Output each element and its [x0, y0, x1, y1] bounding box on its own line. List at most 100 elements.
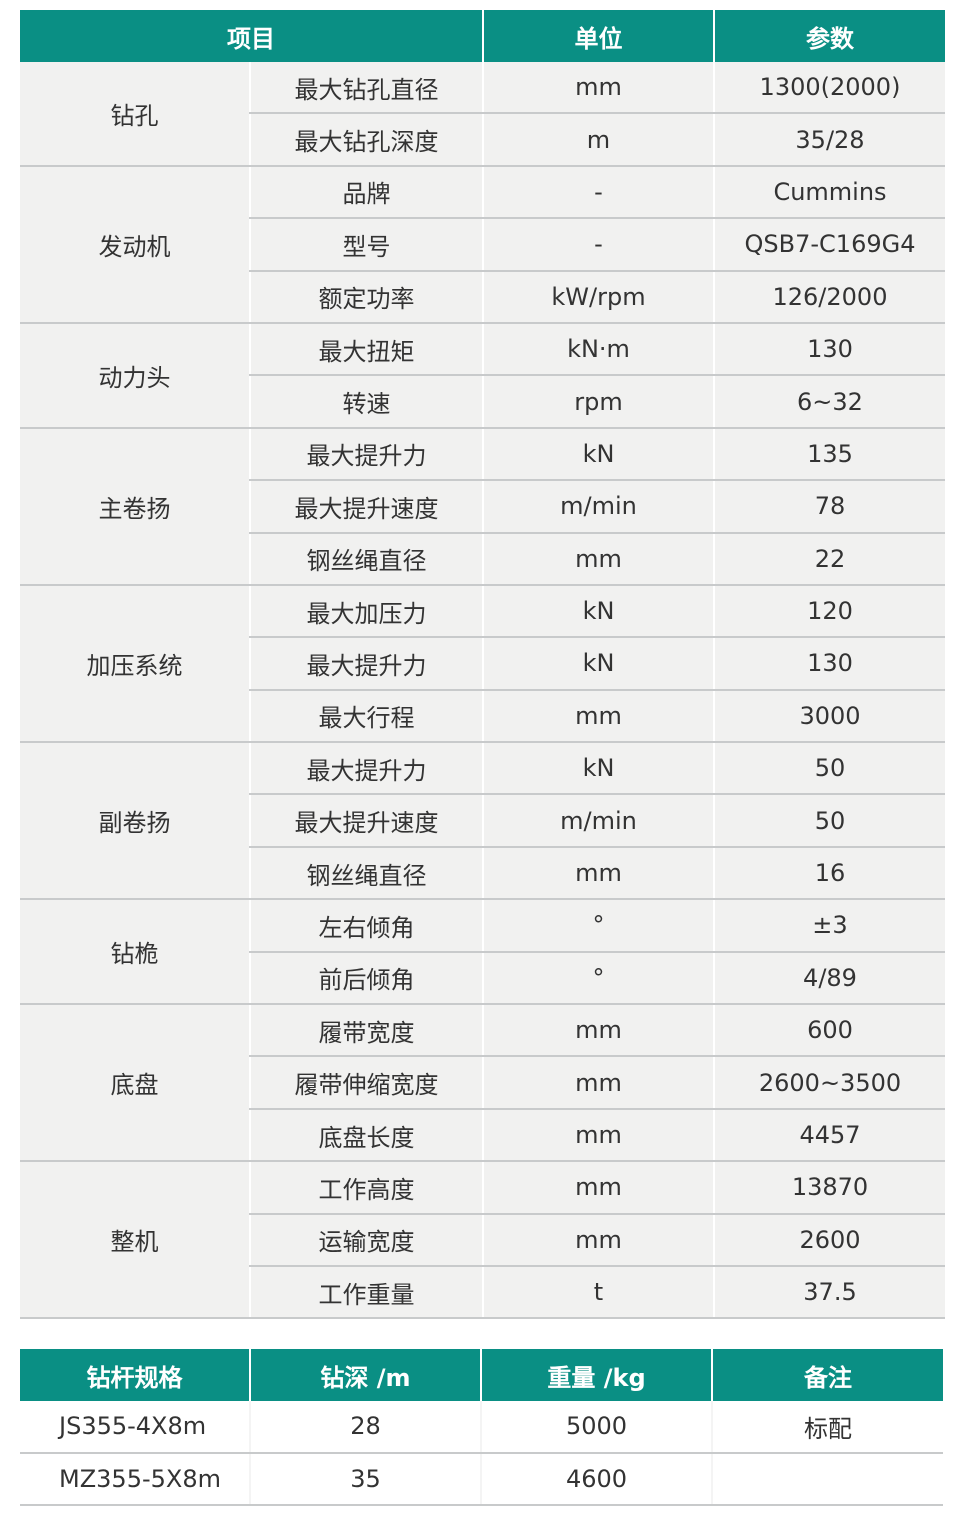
- param-name: 底盘长度: [249, 1108, 483, 1163]
- param-name: 前后倾角: [249, 951, 483, 1006]
- rod-remark: 标配: [711, 1401, 943, 1454]
- param-unit: kW/rpm: [482, 270, 714, 324]
- table-row: 转速 rpm 6~32: [20, 375, 945, 429]
- param-value: 50: [713, 794, 945, 848]
- param-name: 履带伸缩宽度: [249, 1056, 483, 1110]
- param-unit: rpm: [482, 375, 714, 429]
- spec-table: 项目 单位 参数 钻孔 最大钻孔直径 mm 1300(2000) 最大钻孔深度 m 35/2…: [20, 10, 945, 1320]
- param-name: 钢丝绳直径: [249, 846, 483, 901]
- param-value: 126/2000: [713, 270, 945, 324]
- table-row: 最大提升速度 m/min 78: [20, 480, 945, 534]
- group-name: 主卷扬: [20, 427, 250, 586]
- param-name: 最大提升速度: [249, 480, 483, 534]
- table-row: MZ355-5X8m 35 4600: [20, 1452, 943, 1506]
- rod-depth: 28: [249, 1401, 481, 1454]
- param-unit: °: [482, 951, 714, 1006]
- header-value: 参数: [713, 10, 945, 62]
- param-value: 135: [713, 427, 945, 482]
- header-weight: 重量 /kg: [480, 1349, 712, 1401]
- param-name: 最大加压力: [249, 584, 483, 639]
- table-row: 钻孔 最大钻孔直径 mm 1300(2000): [20, 62, 945, 167]
- param-value: 4/89: [713, 951, 945, 1006]
- param-value: 37.5: [713, 1265, 945, 1320]
- param-name: 最大扭矩: [249, 322, 483, 377]
- param-unit: m/min: [482, 480, 714, 534]
- param-value: 130: [713, 637, 945, 691]
- table-row: 钢丝绳直径 mm 16: [20, 846, 945, 901]
- header-remark: 备注: [711, 1349, 943, 1401]
- table-row: 主卷扬 最大提升力 kN 135: [20, 427, 945, 586]
- table-row: 钻桅 左右倾角 ° ±3: [20, 899, 945, 1006]
- param-value: 22: [713, 532, 945, 586]
- group-name: 副卷扬: [20, 742, 250, 901]
- group-name: 底盘: [20, 1004, 250, 1163]
- rod-spec: JS355-4X8m: [20, 1401, 250, 1454]
- param-value: 130: [713, 322, 945, 377]
- param-name: 左右倾角: [249, 899, 483, 953]
- param-name: 最大提升力: [249, 637, 483, 691]
- group-name: 整机: [20, 1161, 250, 1320]
- param-value: 6~32: [713, 375, 945, 429]
- rod-spec: MZ355-5X8m: [20, 1452, 250, 1506]
- table-row: 底盘长度 mm 4457: [20, 1108, 945, 1163]
- param-unit: mm: [482, 1108, 714, 1163]
- rod-depth: 35: [249, 1452, 481, 1506]
- param-name: 转速: [249, 375, 483, 429]
- param-unit: mm: [482, 1213, 714, 1267]
- param-name: 钢丝绳直径: [249, 532, 483, 586]
- param-name: 最大钻孔直径: [249, 62, 483, 115]
- param-unit: kN: [482, 742, 714, 796]
- param-value: 4457: [713, 1108, 945, 1163]
- header-rod-spec: 钻杆规格: [20, 1349, 250, 1401]
- param-value: 2600: [713, 1213, 945, 1267]
- header-item: 项目: [20, 10, 483, 62]
- param-unit: mm: [482, 532, 714, 586]
- param-unit: kN: [482, 637, 714, 691]
- param-unit: mm: [482, 689, 714, 744]
- param-unit: -: [482, 165, 714, 220]
- spec-header-row: 项目 单位 参数: [20, 10, 945, 62]
- table-row: 底盘 履带宽度 mm 600: [20, 1004, 945, 1163]
- param-name: 最大行程: [249, 689, 483, 744]
- table-row: 加压系统 最大加压力 kN 120: [20, 584, 945, 744]
- param-unit: kN: [482, 427, 714, 482]
- param-value: 3000: [713, 689, 945, 744]
- param-name: 额定功率: [249, 270, 483, 324]
- table-row: 副卷扬 最大提升力 kN 50: [20, 742, 945, 901]
- param-name: 最大钻孔深度: [249, 113, 483, 167]
- table-row: 履带伸缩宽度 mm 2600~3500: [20, 1056, 945, 1110]
- param-value: 600: [713, 1004, 945, 1058]
- param-unit: mm: [482, 1056, 714, 1110]
- table-row: 额定功率 kW/rpm 126/2000: [20, 270, 945, 324]
- param-name: 履带宽度: [249, 1004, 483, 1058]
- group-name: 加压系统: [20, 584, 250, 744]
- header-unit: 单位: [482, 10, 714, 62]
- table-row: 工作重量 t 37.5: [20, 1265, 945, 1320]
- param-value: 50: [713, 742, 945, 796]
- drill-rod-table: 钻杆规格 钻深 /m 重量 /kg 备注 JS355-4X8m 28 5000 标配 M…: [20, 1349, 943, 1506]
- param-value: ±3: [713, 899, 945, 953]
- param-unit: m/min: [482, 794, 714, 848]
- param-value: 120: [713, 584, 945, 639]
- param-name: 型号: [249, 218, 483, 272]
- table-row: 动力头 最大扭矩 kN·m 130: [20, 322, 945, 429]
- param-value: 13870: [713, 1161, 945, 1215]
- param-value: Cummins: [713, 165, 945, 220]
- table-row: 型号 - QSB7-C169G4: [20, 218, 945, 272]
- param-unit: kN·m: [482, 322, 714, 377]
- param-name: 最大提升力: [249, 742, 483, 796]
- table-row: 前后倾角 ° 4/89: [20, 951, 945, 1006]
- param-name: 最大提升力: [249, 427, 483, 482]
- param-unit: m: [482, 113, 714, 167]
- param-name: 工作重量: [249, 1265, 483, 1320]
- param-value: 1300(2000): [713, 62, 945, 115]
- group-name: 发动机: [20, 165, 250, 324]
- rod-remark: [711, 1452, 943, 1506]
- param-name: 品牌: [249, 165, 483, 220]
- table-row: 整机 工作高度 mm 13870: [20, 1161, 945, 1320]
- table-row: 钢丝绳直径 mm 22: [20, 532, 945, 586]
- param-unit: mm: [482, 846, 714, 901]
- param-name: 工作高度: [249, 1161, 483, 1215]
- param-unit: mm: [482, 1004, 714, 1058]
- param-unit: °: [482, 899, 714, 953]
